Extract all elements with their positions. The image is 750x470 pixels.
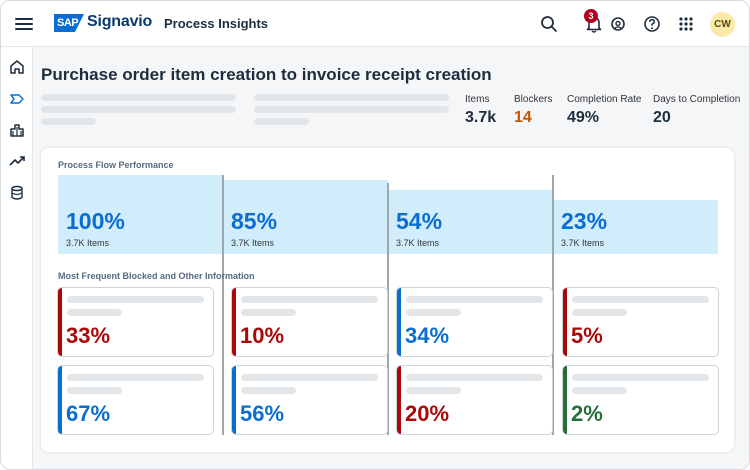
process-flow-card: Process Flow Performance 100% 3.7K Items… (41, 148, 734, 452)
status-accent (232, 288, 236, 356)
flow-step[interactable]: 23% 3.7K Items (553, 175, 718, 254)
blocked-percent: 5% (571, 323, 603, 348)
blocked-section-label: Most Frequent Blocked and Other Informat… (58, 271, 255, 281)
apps-grid-icon[interactable] (676, 14, 696, 34)
page-title: Purchase order item creation to invoice … (41, 65, 492, 84)
skeleton-line (406, 296, 543, 303)
blocked-percent: 33% (66, 323, 111, 348)
blocked-info-card[interactable]: 56% (231, 365, 388, 435)
kpi-items-label: Items (465, 94, 490, 105)
blocked-info-card[interactable]: 5% (562, 287, 719, 357)
status-accent (397, 288, 401, 356)
skeleton-line (572, 309, 627, 316)
flow-items: 3.7K Items (66, 238, 110, 248)
skeleton-line (241, 309, 296, 316)
flow-percent: 23% (561, 208, 608, 234)
skeleton-line (41, 106, 236, 113)
blocked-info-card[interactable]: 34% (396, 287, 553, 357)
skeleton-line (254, 94, 449, 101)
blocked-percent: 34% (405, 323, 450, 348)
blocked-percent: 67% (66, 401, 111, 426)
flow-step[interactable]: 100% 3.7K Items (58, 175, 223, 254)
skeleton-line (241, 387, 296, 394)
column-divider (552, 175, 554, 435)
kpi-completion-rate-value: 49% (567, 109, 600, 126)
skeleton-line (254, 118, 309, 125)
user-avatar[interactable]: CW (710, 12, 735, 37)
flow-percent: 85% (231, 208, 278, 234)
column-divider (387, 183, 389, 435)
status-accent (232, 366, 236, 434)
menu-icon[interactable] (15, 15, 33, 33)
skeleton-line (67, 309, 122, 316)
flow-items: 3.7K Items (561, 238, 605, 248)
skeleton-line (406, 374, 543, 381)
side-navigation (1, 47, 33, 469)
column-divider (222, 175, 224, 435)
help-icon[interactable] (642, 14, 662, 34)
blocked-info-card[interactable]: 20% (396, 365, 553, 435)
flow-bar (388, 190, 553, 254)
flow-step[interactable]: 54% 3.7K Items (388, 175, 553, 254)
brand-name[interactable]: Signavio (87, 13, 153, 30)
flow-section-label: Process Flow Performance (58, 160, 174, 170)
flow-bar (58, 175, 223, 254)
status-accent (563, 366, 567, 434)
home-icon[interactable] (8, 58, 26, 76)
status-accent (58, 366, 62, 434)
assistant-icon[interactable] (608, 14, 628, 34)
search-icon[interactable] (539, 14, 559, 34)
skeleton-line (254, 106, 449, 113)
app-title: Process Insights (164, 16, 269, 31)
flow-bar (553, 200, 718, 254)
skeleton-line (67, 374, 204, 381)
flow-bar (223, 180, 388, 254)
blocked-info-card[interactable]: 2% (562, 365, 719, 435)
skeleton-line (406, 309, 461, 316)
flow-percent: 100% (66, 208, 125, 234)
skeleton-line (572, 296, 709, 303)
kpi-blockers-value: 14 (514, 109, 532, 126)
process-icon[interactable] (8, 90, 26, 108)
skeleton-line (41, 118, 96, 125)
status-accent (563, 288, 567, 356)
skeleton-line (241, 296, 378, 303)
notification-badge: 3 (584, 9, 598, 23)
flow-items: 3.7K Items (396, 238, 440, 248)
blocked-info-card[interactable]: 10% (231, 287, 388, 357)
kpi-days-value: 20 (653, 109, 671, 126)
skeleton-line (67, 296, 204, 303)
blocked-percent: 56% (240, 401, 285, 426)
skeleton-line (241, 374, 378, 381)
flow-items: 3.7K Items (231, 238, 275, 248)
flow-step[interactable]: 85% 3.7K Items (223, 175, 388, 254)
blocked-percent: 10% (240, 323, 285, 348)
skeleton-line (67, 387, 122, 394)
sap-logo[interactable]: SAP (54, 14, 84, 32)
kpi-days-label: Days to Completion (653, 94, 741, 105)
kpi-blockers-label: Blockers (514, 94, 553, 105)
skeleton-line (41, 94, 236, 101)
blocked-percent: 20% (405, 401, 450, 426)
blocked-info-card[interactable]: 33% (57, 287, 214, 357)
kpi-completion-rate-label: Completion Rate (567, 94, 642, 105)
skeleton-line (572, 387, 627, 394)
database-icon[interactable] (8, 184, 26, 202)
blocked-info-card[interactable]: 67% (57, 365, 214, 435)
status-accent (58, 288, 62, 356)
blocked-percent: 2% (571, 401, 603, 426)
trend-icon[interactable] (8, 152, 26, 170)
skeleton-line (572, 374, 709, 381)
status-accent (397, 366, 401, 434)
kpi-items-value: 3.7k (465, 109, 497, 126)
organization-icon[interactable] (8, 121, 26, 139)
flow-percent: 54% (396, 208, 443, 234)
shell-bar: SAP Signavio Process Insights 3 (1, 1, 749, 47)
skeleton-line (406, 387, 461, 394)
